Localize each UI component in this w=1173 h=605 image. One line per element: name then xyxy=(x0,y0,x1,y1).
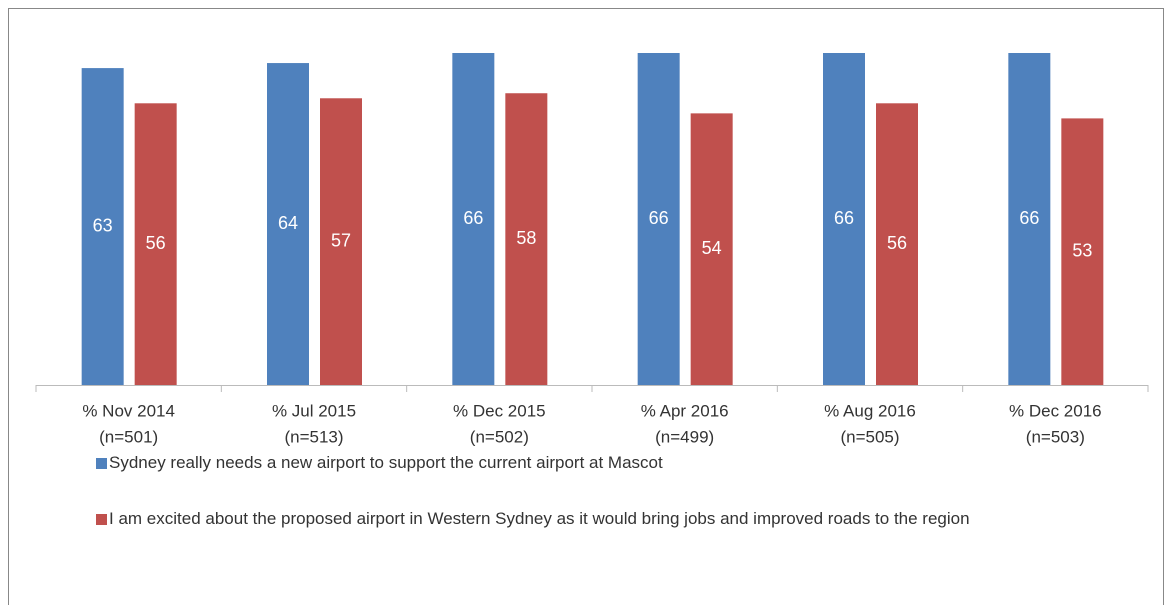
x-tick-label: % Apr 2016 xyxy=(641,401,729,420)
data-label: 66 xyxy=(463,208,483,228)
legend-swatch xyxy=(96,514,107,525)
bar xyxy=(1008,53,1051,385)
x-tick-label: % Dec 2015 xyxy=(453,401,546,420)
legend-label: I am excited about the proposed airport … xyxy=(109,509,970,528)
data-label: 64 xyxy=(278,213,298,233)
bar xyxy=(267,63,309,385)
x-tick-label: (n=502) xyxy=(470,427,529,446)
x-tick-label: (n=503) xyxy=(1026,427,1085,446)
x-tick-label: % Dec 2016 xyxy=(1009,401,1102,420)
x-tick-label: % Jul 2015 xyxy=(272,401,356,420)
data-label: 66 xyxy=(649,208,669,228)
bar xyxy=(1061,118,1104,386)
bar xyxy=(505,93,548,385)
x-tick-label: (n=499) xyxy=(655,427,714,446)
data-label: 57 xyxy=(331,230,351,250)
bar xyxy=(320,98,362,385)
legend-entry: Sydney really needs a new airport to sup… xyxy=(96,450,1106,476)
legend-swatch xyxy=(96,458,107,469)
bar xyxy=(823,53,865,385)
legend-entry: I am excited about the proposed airport … xyxy=(96,506,1106,532)
bar xyxy=(637,53,680,385)
data-label: 53 xyxy=(1072,240,1092,260)
data-label: 63 xyxy=(93,215,113,235)
legend-label: Sydney really needs a new airport to sup… xyxy=(109,453,663,472)
bar xyxy=(452,53,495,385)
data-label: 66 xyxy=(834,208,854,228)
data-label: 56 xyxy=(146,233,166,253)
bar xyxy=(690,113,733,385)
x-tick-label: (n=505) xyxy=(840,427,899,446)
data-label: 58 xyxy=(516,228,536,248)
bar xyxy=(134,103,177,385)
bar xyxy=(876,103,918,385)
frame xyxy=(8,8,1164,605)
legend: Sydney really needs a new airport to sup… xyxy=(96,450,1106,562)
x-tick-label: % Nov 2014 xyxy=(82,401,175,420)
bar xyxy=(81,68,124,385)
data-label: 66 xyxy=(1019,208,1039,228)
data-label: 54 xyxy=(702,238,722,258)
x-tick-label: (n=501) xyxy=(99,427,158,446)
data-label: 56 xyxy=(887,233,907,253)
x-tick-label: (n=513) xyxy=(284,427,343,446)
x-tick-label: % Aug 2016 xyxy=(824,401,916,420)
